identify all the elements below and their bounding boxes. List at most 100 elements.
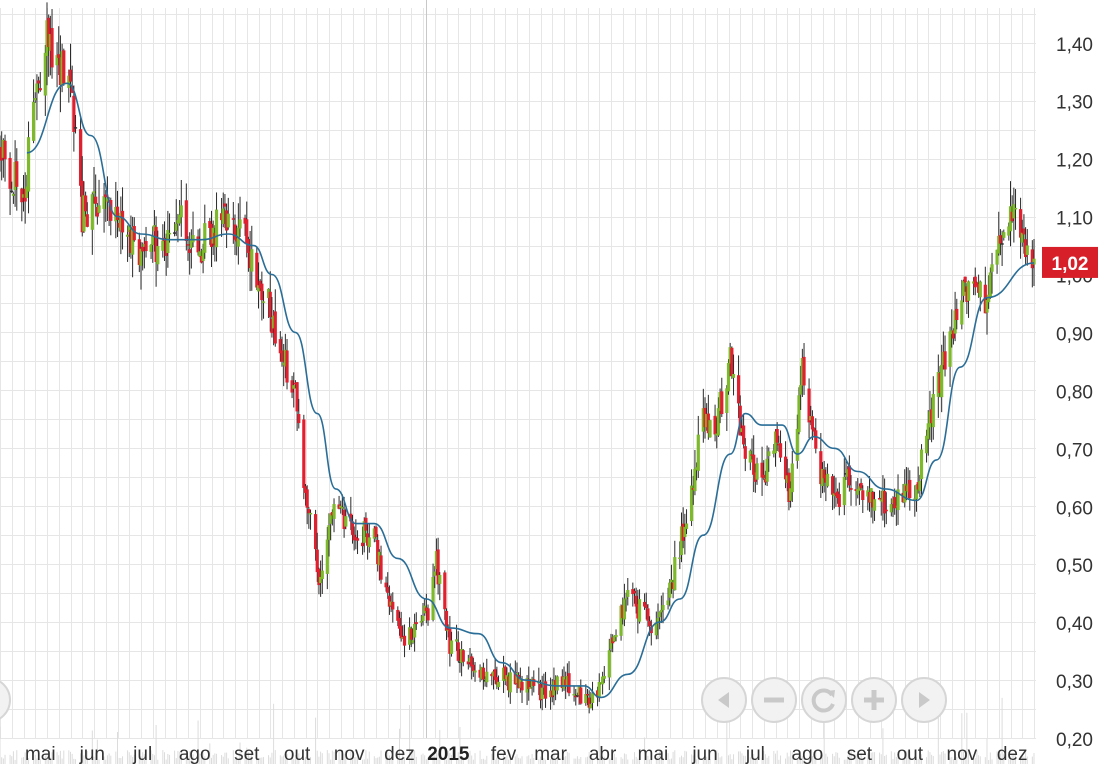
candle-body [812,428,816,432]
candle [703,397,707,439]
candle-body [601,676,605,685]
zoom-in-button[interactable] [851,677,897,723]
candle-body [903,483,907,503]
candle-body [164,240,168,256]
candle-body [125,234,130,237]
candle-body [824,474,828,483]
candle-body [1007,226,1011,236]
reset-zoom-button[interactable] [801,677,847,723]
candle-body [631,589,635,595]
candle-body [918,480,922,492]
candle-body [490,673,494,677]
candle-body [317,568,321,586]
candle [261,291,266,319]
candle [366,523,370,560]
candle-body [778,443,783,458]
candle [671,579,675,599]
candle [433,566,437,589]
candle-body [762,474,766,479]
x-tick-label: dez [384,744,415,765]
candle-body [763,478,768,483]
candle [290,375,294,399]
candle [867,476,872,512]
candle [1012,187,1016,243]
candle [950,309,954,348]
candle-body [272,315,276,329]
candle-body [102,196,106,209]
candle-body [330,512,334,516]
candle [658,611,662,630]
candle [85,202,89,228]
candle-body [904,485,909,492]
candle-body [1030,249,1034,269]
candle [696,415,700,478]
candle-body [225,210,229,231]
candle [626,578,630,606]
zoom-out-button[interactable] [751,677,797,723]
candle-body [767,451,771,457]
candle [131,216,135,278]
candle [236,203,240,265]
candle [332,498,336,533]
candle-body [268,291,272,318]
candle-body [419,620,423,623]
candle [84,191,88,217]
candle-body [377,551,381,566]
candle [1010,195,1014,223]
scroll-right-button[interactable] [901,677,947,723]
candle-body [431,576,435,620]
candle-body [644,604,648,609]
candle-body [179,205,183,218]
y-tick-label: 0,90 [1056,324,1093,345]
candle-body [21,194,26,198]
candle [985,297,989,335]
candle-body [1032,258,1036,265]
candle [470,653,474,680]
candle [881,475,885,521]
candle-body [448,628,452,654]
candle [966,280,971,318]
candle-body [943,351,947,370]
candle-body [297,414,301,424]
candle-body [62,50,66,84]
candle [654,611,658,640]
scroll-left-button[interactable] [701,677,747,723]
candle-body [1025,245,1029,255]
candle [693,449,697,496]
candle-body [248,251,252,269]
candle-body [597,682,601,697]
candle [167,213,172,243]
candle [748,449,752,471]
candle-body [444,610,449,631]
candle-body [718,391,722,411]
candle-body [1008,206,1013,232]
candle [478,664,482,683]
candle-body [548,690,553,698]
candle-body [188,249,192,253]
candle [517,672,521,689]
candle [329,513,333,541]
candle-body [485,671,489,683]
navigator-edge-button[interactable] [0,678,11,722]
candle [434,538,439,576]
candle [624,592,628,612]
x-axis: mai jun jul ago set out nov dez 2015 fev mar abr mai… [25,744,1028,765]
candle-body [881,490,885,503]
candle-body [478,669,482,678]
candle [540,675,544,711]
candle-body [590,693,595,703]
candle-body [246,239,251,253]
candle [448,615,452,667]
candle-body [109,199,113,221]
candle [924,429,929,463]
candle [644,592,648,620]
candle-body [67,75,71,88]
candle [48,15,52,76]
candle [505,667,509,687]
candle-body [460,649,464,663]
candle-body [1013,207,1018,210]
candle [191,211,195,248]
volume-bars [0,692,1035,764]
candle-body [82,195,86,232]
candle [844,459,848,481]
